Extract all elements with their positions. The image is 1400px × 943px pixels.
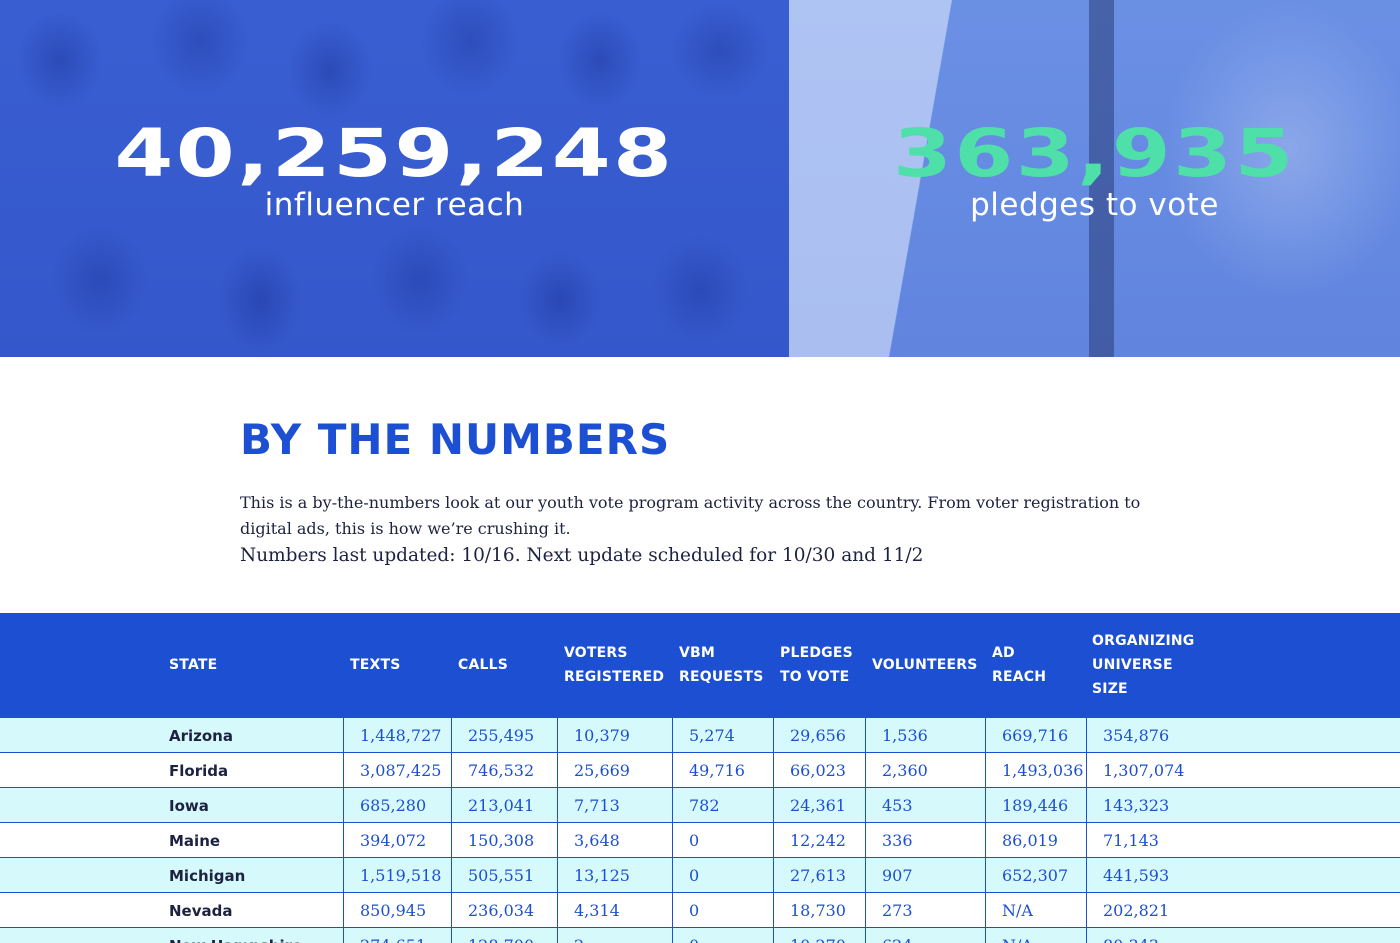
cell-voters-registered: 2 xyxy=(557,928,672,943)
cell-texts: 394,072 xyxy=(343,823,451,858)
cell-universe-size: 143,323 xyxy=(1086,788,1400,823)
cell-texts: 3,087,425 xyxy=(343,753,451,788)
header-ad-reach[interactable]: AD REACH xyxy=(992,645,1047,685)
header-texts[interactable]: TEXTS xyxy=(350,657,401,673)
cell-state: Florida xyxy=(169,761,229,780)
header-vbm-requests[interactable]: VBM REQUESTS xyxy=(679,645,764,685)
cell-universe-size: 80,343 xyxy=(1086,928,1400,943)
update-notice: Numbers last updated: 10/16. Next update… xyxy=(240,545,924,566)
cell-state: Arizona xyxy=(169,726,233,745)
cell-ad-reach: N/A xyxy=(985,928,1086,943)
cell-volunteers: 624 xyxy=(865,928,985,943)
cell-texts: 1,448,727 xyxy=(343,718,451,753)
table-row: Arizona 1,448,727 255,495 10,379 5,274 2… xyxy=(0,718,1400,753)
table-row: Michigan 1,519,518 505,551 13,125 0 27,6… xyxy=(0,858,1400,893)
cell-vbm-requests: 5,274 xyxy=(672,718,773,753)
cell-volunteers: 336 xyxy=(865,823,985,858)
header-organizing-universe-size[interactable]: ORGANIZING UNIVERSE SIZE xyxy=(1092,633,1195,697)
cell-calls: 255,495 xyxy=(451,718,557,753)
header-divider xyxy=(0,717,1400,718)
influencer-reach-label: influencer reach xyxy=(264,187,525,223)
cell-ad-reach: 652,307 xyxy=(985,858,1086,893)
cell-state: Maine xyxy=(169,831,221,850)
cell-vbm-requests: 0 xyxy=(672,858,773,893)
pledges-number: 363,935 xyxy=(893,115,1296,192)
cell-universe-size: 354,876 xyxy=(1086,718,1400,753)
cell-voters-registered: 7,713 xyxy=(557,788,672,823)
table-row: New Hampshire 274,651 128,700 2 0 10,270… xyxy=(0,928,1400,943)
table-body: Arizona 1,448,727 255,495 10,379 5,274 2… xyxy=(0,718,1400,943)
cell-universe-size: 71,143 xyxy=(1086,823,1400,858)
cell-pledges: 12,242 xyxy=(773,823,865,858)
cell-calls: 746,532 xyxy=(451,753,557,788)
intro-description: This is a by-the-numbers look at our you… xyxy=(240,493,1141,538)
table-row: Florida 3,087,425 746,532 25,669 49,716 … xyxy=(0,753,1400,788)
influencer-reach-stat: 40,259,248 influencer reach xyxy=(0,115,789,224)
section-title: BY THE NUMBERS xyxy=(240,415,671,464)
table-row: Iowa 685,280 213,041 7,713 782 24,361 45… xyxy=(0,788,1400,823)
cell-state: Michigan xyxy=(169,866,246,885)
cell-vbm-requests: 782 xyxy=(672,788,773,823)
cell-state: New Hampshire xyxy=(169,928,343,943)
cell-ad-reach: 1,493,036 xyxy=(985,753,1086,788)
cell-vbm-requests: 0 xyxy=(672,823,773,858)
cell-texts: 850,945 xyxy=(343,893,451,928)
cell-voters-registered: 13,125 xyxy=(557,858,672,893)
cell-pledges: 66,023 xyxy=(773,753,865,788)
table-row: Maine 394,072 150,308 3,648 0 12,242 336… xyxy=(0,823,1400,858)
cell-state: Iowa xyxy=(169,796,209,815)
table-row: Nevada 850,945 236,034 4,314 0 18,730 27… xyxy=(0,893,1400,928)
cell-calls: 236,034 xyxy=(451,893,557,928)
cell-ad-reach: 86,019 xyxy=(985,823,1086,858)
cell-vbm-requests: 0 xyxy=(672,928,773,943)
table-header: STATE TEXTS CALLS VOTERS REGISTERED VBM … xyxy=(0,613,1400,717)
cell-calls: 213,041 xyxy=(451,788,557,823)
header-calls[interactable]: CALLS xyxy=(458,657,509,673)
cell-texts: 685,280 xyxy=(343,788,451,823)
cell-voters-registered: 4,314 xyxy=(557,893,672,928)
header-pledges-to-vote[interactable]: PLEDGES TO VOTE xyxy=(780,645,853,685)
cell-texts: 1,519,518 xyxy=(343,858,451,893)
cell-universe-size: 441,593 xyxy=(1086,858,1400,893)
cell-universe-size: 202,821 xyxy=(1086,893,1400,928)
cell-volunteers: 1,536 xyxy=(865,718,985,753)
supporter-photo xyxy=(789,0,1400,357)
influencer-reach-number: 40,259,248 xyxy=(114,115,675,192)
cell-pledges: 18,730 xyxy=(773,893,865,928)
cell-universe-size: 1,307,074 xyxy=(1086,753,1400,788)
crowd-photo xyxy=(0,0,789,357)
cell-volunteers: 453 xyxy=(865,788,985,823)
cell-calls: 150,308 xyxy=(451,823,557,858)
cell-pledges: 29,656 xyxy=(773,718,865,753)
cell-ad-reach: N/A xyxy=(985,893,1086,928)
cell-ad-reach: 189,446 xyxy=(985,788,1086,823)
numbers-table: STATE TEXTS CALLS VOTERS REGISTERED VBM … xyxy=(0,613,1400,943)
cell-pledges: 27,613 xyxy=(773,858,865,893)
header-volunteers[interactable]: VOLUNTEERS xyxy=(872,657,978,673)
cell-pledges: 24,361 xyxy=(773,788,865,823)
header-voters-registered[interactable]: VOTERS REGISTERED xyxy=(564,645,665,685)
cell-calls: 128,700 xyxy=(451,928,557,943)
cell-state: Nevada xyxy=(169,901,233,920)
cell-vbm-requests: 0 xyxy=(672,893,773,928)
cell-calls: 505,551 xyxy=(451,858,557,893)
cell-texts: 274,651 xyxy=(343,928,451,943)
cell-volunteers: 907 xyxy=(865,858,985,893)
cell-voters-registered: 10,379 xyxy=(557,718,672,753)
header-state[interactable]: STATE xyxy=(169,657,218,673)
intro-section: BY THE NUMBERS This is a by-the-numbers … xyxy=(240,412,1160,570)
influencer-reach-panel: 40,259,248 influencer reach xyxy=(0,0,789,357)
pledges-panel: 363,935 pledges to vote xyxy=(789,0,1400,357)
hero-banner: 40,259,248 influencer reach 363,935 pled… xyxy=(0,0,1400,357)
cell-voters-registered: 3,648 xyxy=(557,823,672,858)
cell-voters-registered: 25,669 xyxy=(557,753,672,788)
cell-volunteers: 2,360 xyxy=(865,753,985,788)
pledges-label: pledges to vote xyxy=(970,187,1219,223)
cell-volunteers: 273 xyxy=(865,893,985,928)
cell-ad-reach: 669,716 xyxy=(985,718,1086,753)
pledges-stat: 363,935 pledges to vote xyxy=(789,115,1400,224)
cell-pledges: 10,270 xyxy=(773,928,865,943)
cell-vbm-requests: 49,716 xyxy=(672,753,773,788)
